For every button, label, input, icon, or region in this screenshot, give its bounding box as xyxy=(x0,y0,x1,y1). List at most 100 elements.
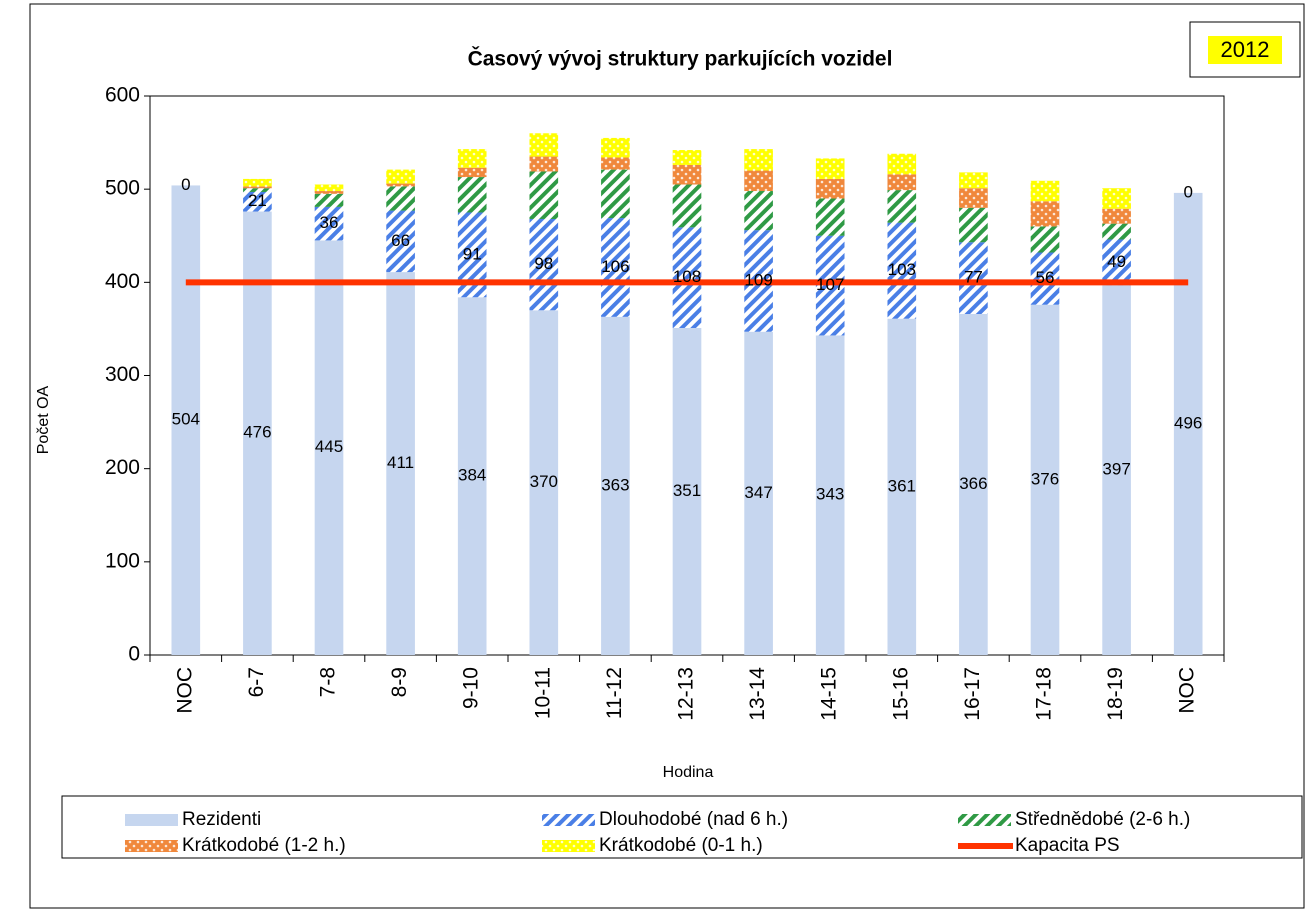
data-label: 77 xyxy=(964,268,983,287)
bar-segment xyxy=(314,191,344,194)
data-label: 476 xyxy=(243,423,271,442)
bar-segment xyxy=(959,207,988,243)
legend-swatch xyxy=(958,814,1011,826)
x-tick-label: 17-18 xyxy=(1033,667,1056,721)
bar-segment xyxy=(386,210,415,273)
bar-segment xyxy=(1102,239,1131,286)
bar-segment xyxy=(1030,201,1060,227)
x-tick-label: 18-19 xyxy=(1104,667,1127,721)
data-label: 347 xyxy=(744,483,772,502)
legend-box xyxy=(61,795,1303,859)
data-label: 106 xyxy=(601,257,629,276)
bar-segment xyxy=(959,172,988,189)
data-label: 98 xyxy=(534,254,553,273)
badge: 2012 xyxy=(1221,37,1270,62)
bar-segment xyxy=(1030,180,1060,202)
y-tick-label: 500 xyxy=(105,177,140,200)
data-label: 21 xyxy=(248,191,267,210)
bar-segment xyxy=(601,218,630,317)
y-tick-label: 100 xyxy=(105,549,140,572)
bar-segment xyxy=(386,186,415,211)
legend-swatch xyxy=(125,840,178,852)
legend-swatch xyxy=(125,814,178,826)
bar-segment xyxy=(243,188,272,192)
bar-segment xyxy=(601,137,630,158)
bar-segment xyxy=(815,158,845,179)
data-label: 36 xyxy=(320,213,339,232)
bar-segment xyxy=(457,167,487,178)
data-label: 343 xyxy=(816,485,844,504)
legend-label: Dlouhodobé (nad 6 h.) xyxy=(599,809,788,830)
data-label: 109 xyxy=(744,270,772,289)
x-tick-label: 8-9 xyxy=(388,667,411,697)
data-label: 49 xyxy=(1107,252,1126,271)
bar-segment xyxy=(243,186,272,189)
data-label: 504 xyxy=(172,410,200,429)
bar-segment xyxy=(815,198,845,236)
bar-segment xyxy=(1030,226,1060,253)
bar-segment xyxy=(601,316,630,655)
bar-segment xyxy=(529,156,559,172)
y-tick-label: 600 xyxy=(105,84,140,107)
bar-segment xyxy=(672,184,702,228)
badge-bg xyxy=(1208,36,1282,64)
bar-segment xyxy=(314,193,344,207)
bar-segment xyxy=(815,178,845,199)
legend-swatch xyxy=(542,814,595,826)
bar-segment xyxy=(959,314,988,655)
bar-segment xyxy=(887,190,917,223)
bar-segment xyxy=(457,177,487,213)
bar-segment xyxy=(386,272,415,655)
data-label: 384 xyxy=(458,466,486,485)
bar-segment xyxy=(601,169,630,219)
chart-title: Časový vývoj struktury parkujících vozid… xyxy=(468,47,893,71)
data-label: 103 xyxy=(888,260,916,279)
data-label: 370 xyxy=(530,472,558,491)
bar-segment xyxy=(529,218,559,311)
data-label: 0 xyxy=(181,175,190,194)
y-tick-label: 0 xyxy=(128,643,140,666)
bar-segment xyxy=(1173,192,1203,656)
data-label: 445 xyxy=(315,437,343,456)
legend-label: Krátkodobé (0-1 h.) xyxy=(599,835,763,856)
bar-segment xyxy=(672,227,702,328)
x-tick-label: 7-8 xyxy=(317,667,340,697)
bar-segment xyxy=(314,206,344,241)
bar-segment xyxy=(744,170,773,192)
legend-label: Střednědobé (2-6 h.) xyxy=(1015,809,1190,830)
data-label: 351 xyxy=(673,481,701,500)
data-label: 363 xyxy=(601,475,629,494)
y-tick-label: 300 xyxy=(105,363,140,386)
bar-segment xyxy=(744,149,773,171)
bar-segment xyxy=(887,318,917,655)
bar-segment xyxy=(457,297,487,655)
data-label: 366 xyxy=(959,474,987,493)
bar-segment xyxy=(744,331,773,655)
data-label: 91 xyxy=(463,244,482,263)
bar-segment xyxy=(1102,188,1131,209)
data-label: 108 xyxy=(673,267,701,286)
x-tick-label: 12-13 xyxy=(675,667,698,721)
bar-segment xyxy=(243,178,272,187)
x-tick-label: 9-10 xyxy=(460,667,483,709)
y-tick-label: 400 xyxy=(105,270,140,293)
bar-segment xyxy=(672,164,702,185)
bar-segment xyxy=(529,133,559,157)
x-tick-label: 13-14 xyxy=(746,667,769,721)
x-axis-title: Hodina xyxy=(663,764,714,781)
frame xyxy=(29,3,1305,909)
bar-segment xyxy=(744,191,773,231)
legend-swatch xyxy=(542,840,595,852)
bar-segment xyxy=(529,310,559,655)
legend-label: Rezidenti xyxy=(182,809,261,830)
bar-segment xyxy=(171,185,201,655)
bar-segment xyxy=(815,235,845,336)
bar-segment xyxy=(815,335,845,655)
bar-segment xyxy=(672,327,702,655)
x-tick-label: NOC xyxy=(173,667,196,714)
legend-label: Krátkodobé (1-2 h.) xyxy=(182,835,346,856)
bar-segment xyxy=(529,171,559,219)
data-label: 107 xyxy=(816,275,844,294)
data-label: 0 xyxy=(1183,182,1192,201)
